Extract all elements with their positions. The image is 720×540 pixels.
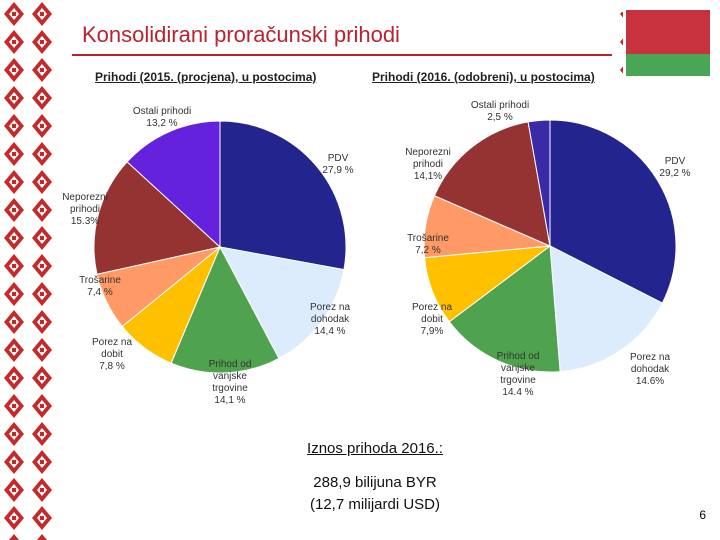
slice-value: 14,1%: [413, 171, 443, 182]
slice-label: Ostali prihodi 2,5 %: [468, 100, 532, 124]
slice-label: PDV 27,9 %: [306, 153, 370, 177]
slice-label: Prihod od vanjske trgovine 14.4 %: [486, 351, 550, 399]
slice-name: Porez na dobit: [411, 302, 453, 325]
slice-label: Neporezni prihodi 14,1%: [396, 147, 460, 183]
footer-line: (12,7 milijardi USD): [309, 496, 441, 513]
slice-value: 7,8 %: [99, 361, 125, 372]
slice-name: Ostali prihodi: [470, 100, 530, 111]
slice-value: 7,4 %: [87, 287, 113, 298]
pie-slice: [219, 246, 345, 360]
slice-label: Porez na dobit 7,8 %: [80, 337, 144, 373]
chart-title: Prihodi (2016. (odobreni), u postocima): [372, 70, 595, 84]
slice-name: Prihod od vanjske trgovine: [496, 351, 540, 386]
footer-line: 288,9 bilijuna BYR: [313, 474, 437, 491]
flag: [612, 10, 710, 76]
slice-name: Trošarine: [79, 275, 121, 286]
slice-label: Trošarine 7,2 %: [396, 233, 460, 257]
slice-value: 14,1 %: [214, 395, 246, 406]
slice-value: 14,4 %: [314, 326, 346, 337]
slice-value: 27,9 %: [322, 165, 354, 176]
slice-name: PDV: [664, 156, 686, 167]
pie-slice: [219, 120, 347, 271]
pie-slice: [126, 120, 221, 249]
slice-label: Porez na dohodak 14.6%: [618, 352, 682, 388]
slice-name: Porez na dobit: [91, 337, 133, 360]
slice-label: PDV 29,2 %: [643, 156, 707, 180]
slice-label: Trošarine 7,4 %: [68, 275, 132, 299]
pie-slice: [448, 245, 561, 373]
pie-slice: [170, 245, 280, 374]
slice-value: 7,2 %: [415, 245, 441, 256]
footer-heading: Iznos prihoda 2016.:: [307, 440, 443, 457]
slice-name: Porez na dohodak: [629, 352, 671, 375]
slice-name: PDV: [327, 153, 349, 164]
slice-label: Porez na dobit 7,9%: [400, 302, 464, 338]
slice-label: Ostali prihodi 13,2 %: [130, 106, 194, 130]
page-number: 6: [699, 508, 706, 522]
slice-value: 13,2 %: [146, 118, 178, 129]
slice-name: Ostali prihodi: [132, 106, 192, 117]
slice-value: 7,9%: [420, 326, 444, 337]
chart-title: Prihodi (2015. (procjena), u postocima): [95, 70, 317, 84]
slice-name: Neporezni prihodi: [62, 192, 108, 215]
slice-name: Prihod od vanjske trgovine: [208, 359, 252, 394]
slice-name: Neporezni prihodi: [405, 147, 451, 170]
ornament: [0, 0, 56, 540]
slice-value: 2,5 %: [487, 112, 513, 123]
slice-value: 14.4 %: [502, 387, 534, 398]
slice-name: Trošarine: [407, 233, 449, 244]
pie-slice: [527, 119, 551, 247]
slice-value: 15.3%: [70, 216, 100, 227]
slice-label: Prihod od vanjske trgovine 14,1 %: [198, 359, 262, 407]
slice-value: 29,2 %: [659, 168, 691, 179]
slice-name: Porez na dohodak: [309, 302, 351, 325]
pie-slice: [549, 119, 677, 304]
pie-slice: [433, 121, 551, 247]
slice-label: Neporezni prihodi 15.3%: [53, 192, 117, 228]
slice-value: 14.6%: [635, 376, 665, 387]
pie-slice: [93, 161, 222, 275]
slice-label: Porez na dohodak 14,4 %: [298, 302, 362, 338]
pie-slice: [549, 245, 664, 373]
slide-title: Konsolidirani proračunski prihodi: [82, 22, 400, 47]
